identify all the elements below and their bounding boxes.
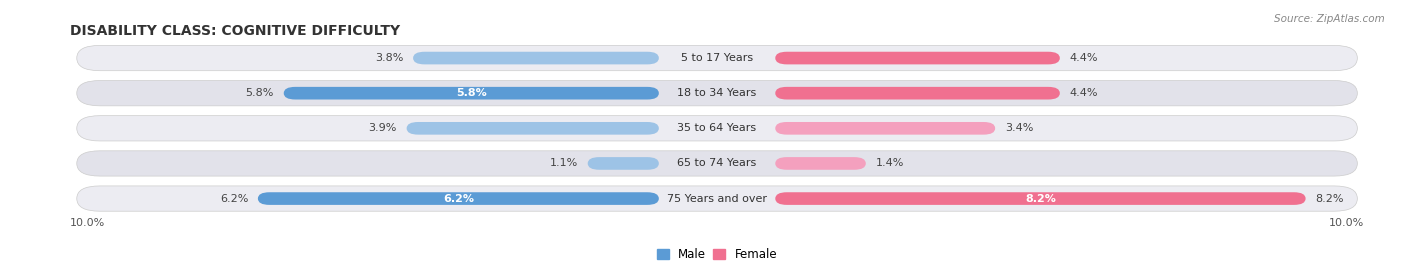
FancyBboxPatch shape <box>77 45 1357 71</box>
Text: 3.8%: 3.8% <box>375 53 404 63</box>
Text: 4.4%: 4.4% <box>1070 88 1098 98</box>
Legend: Male, Female: Male, Female <box>657 248 778 261</box>
Text: 65 to 74 Years: 65 to 74 Years <box>678 158 756 168</box>
Text: 1.1%: 1.1% <box>550 158 578 168</box>
Text: 5.8%: 5.8% <box>456 88 486 98</box>
Text: 10.0%: 10.0% <box>70 218 105 228</box>
Text: 6.2%: 6.2% <box>443 194 474 204</box>
Text: 8.2%: 8.2% <box>1316 194 1344 204</box>
FancyBboxPatch shape <box>77 151 1357 176</box>
FancyBboxPatch shape <box>77 116 1357 141</box>
FancyBboxPatch shape <box>775 87 1060 100</box>
Text: 3.9%: 3.9% <box>368 123 396 133</box>
FancyBboxPatch shape <box>775 157 866 170</box>
Text: DISABILITY CLASS: COGNITIVE DIFFICULTY: DISABILITY CLASS: COGNITIVE DIFFICULTY <box>70 24 401 38</box>
FancyBboxPatch shape <box>77 186 1357 211</box>
FancyBboxPatch shape <box>775 122 995 135</box>
FancyBboxPatch shape <box>413 52 659 64</box>
Text: 5.8%: 5.8% <box>246 88 274 98</box>
FancyBboxPatch shape <box>406 122 659 135</box>
Text: 4.4%: 4.4% <box>1070 53 1098 63</box>
FancyBboxPatch shape <box>77 80 1357 106</box>
Text: 10.0%: 10.0% <box>1329 218 1364 228</box>
Text: 75 Years and over: 75 Years and over <box>666 194 768 204</box>
FancyBboxPatch shape <box>257 192 659 205</box>
Text: 3.4%: 3.4% <box>1005 123 1033 133</box>
Text: 5 to 17 Years: 5 to 17 Years <box>681 53 754 63</box>
Text: 35 to 64 Years: 35 to 64 Years <box>678 123 756 133</box>
Text: 6.2%: 6.2% <box>219 194 247 204</box>
FancyBboxPatch shape <box>284 87 659 100</box>
Text: Source: ZipAtlas.com: Source: ZipAtlas.com <box>1274 14 1385 23</box>
Text: 18 to 34 Years: 18 to 34 Years <box>678 88 756 98</box>
FancyBboxPatch shape <box>775 52 1060 64</box>
FancyBboxPatch shape <box>775 192 1306 205</box>
Text: 1.4%: 1.4% <box>876 158 904 168</box>
Text: 8.2%: 8.2% <box>1025 194 1056 204</box>
FancyBboxPatch shape <box>588 157 659 170</box>
